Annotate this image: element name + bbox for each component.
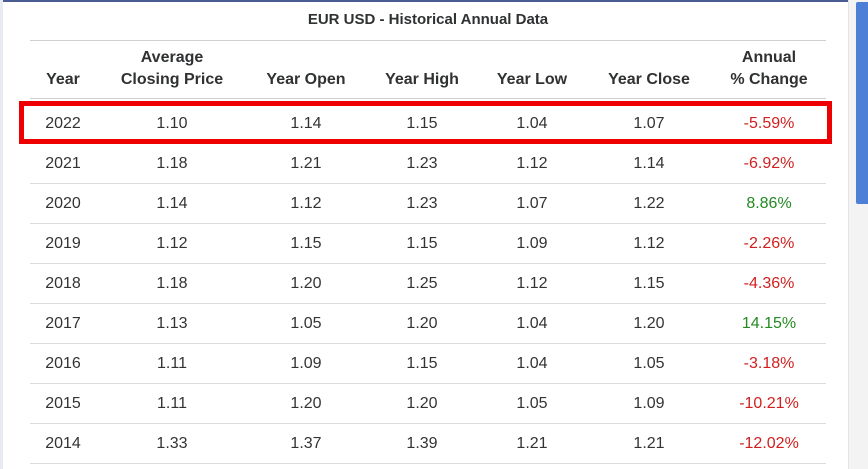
- table-header: Year Average Closing Price Year Open Yea…: [30, 41, 826, 99]
- cell-year-low: 1.05: [516, 395, 548, 412]
- table-row: 2018 1.18 1.20 1.25 1.12 1.15 -4.36%: [30, 264, 826, 304]
- cell-year-close: 1.21: [633, 435, 665, 452]
- col-header-year-high-label: Year High: [385, 71, 459, 88]
- cell-annual-change: 14.15%: [741, 315, 797, 332]
- table-row: 2017 1.13 1.05 1.20 1.04 1.20 14.15%: [30, 304, 826, 344]
- cell-year-open: 1.12: [290, 195, 322, 212]
- cell-year: 2019: [45, 235, 81, 252]
- col-header-year-low-label: Year Low: [496, 71, 568, 88]
- cell-year-close: 1.22: [633, 195, 665, 212]
- cell-year-open: 1.37: [290, 435, 322, 452]
- cell-year-low: 1.12: [516, 155, 548, 172]
- cell-year-high: 1.20: [406, 395, 438, 412]
- table-row: 2016 1.11 1.09 1.15 1.04 1.05 -3.18%: [30, 344, 826, 384]
- cell-year-low: 1.21: [516, 435, 548, 452]
- cell-year: 2020: [45, 195, 81, 212]
- cell-annual-change: 8.86%: [746, 195, 792, 212]
- cell-year-low: 1.04: [516, 115, 548, 132]
- top-border: [0, 0, 868, 2]
- table-row: 2014 1.33 1.37 1.39 1.21 1.21 -12.02%: [30, 424, 826, 464]
- col-header-average-line2: Closing Price: [120, 71, 224, 88]
- cell-year-low: 1.12: [516, 275, 548, 292]
- col-header-year-close-label: Year Close: [608, 71, 690, 88]
- cell-year-high: 1.15: [406, 235, 438, 252]
- col-header-year-high[interactable]: Year High: [370, 69, 474, 91]
- cell-year-close: 1.20: [633, 315, 665, 332]
- cell-annual-change: -10.21%: [739, 395, 799, 412]
- cell-year-high: 1.20: [406, 315, 438, 332]
- cell-average-closing-price: 1.11: [157, 395, 187, 412]
- cell-average-closing-price: 1.12: [156, 235, 188, 252]
- col-header-annual-line1: Annual: [741, 49, 797, 66]
- cell-year: 2021: [45, 155, 81, 172]
- cell-average-closing-price: 1.14: [156, 195, 188, 212]
- cell-year-open: 1.09: [290, 355, 322, 372]
- cell-average-closing-price: 1.10: [156, 115, 188, 132]
- cell-year-high: 1.23: [406, 195, 438, 212]
- left-edge: [0, 0, 3, 469]
- cell-year-low: 1.04: [516, 355, 548, 372]
- cell-average-closing-price: 1.33: [156, 435, 188, 452]
- cell-average-closing-price: 1.18: [156, 275, 188, 292]
- cell-year-high: 1.15: [406, 355, 438, 372]
- cell-year-high: 1.15: [406, 115, 438, 132]
- cell-year: 2017: [45, 315, 81, 332]
- cell-annual-change: -2.26%: [743, 235, 795, 252]
- col-header-year-open-label: Year Open: [266, 71, 346, 88]
- cell-year-high: 1.25: [406, 275, 438, 292]
- cell-annual-change: -12.02%: [739, 435, 799, 452]
- scrollbar-thumb[interactable]: [856, 2, 868, 204]
- cell-year-open: 1.20: [290, 395, 322, 412]
- cell-annual-change: -6.92%: [743, 155, 795, 172]
- cell-year-open: 1.05: [290, 315, 322, 332]
- cell-year-close: 1.07: [633, 115, 665, 132]
- cell-year-low: 1.04: [516, 315, 548, 332]
- col-header-average-line1: Average: [140, 49, 204, 66]
- cell-year: 2016: [45, 355, 81, 372]
- cell-year-high: 1.39: [406, 435, 438, 452]
- table-title: EUR USD - Historical Annual Data: [307, 11, 549, 28]
- cell-year-open: 1.14: [290, 115, 322, 132]
- col-header-year-label: Year: [46, 71, 80, 88]
- cell-annual-change: -4.36%: [743, 275, 795, 292]
- cell-year-low: 1.07: [516, 195, 548, 212]
- cell-year-close: 1.14: [633, 155, 665, 172]
- col-header-year-open[interactable]: Year Open: [242, 69, 370, 91]
- cell-year-low: 1.09: [516, 235, 548, 252]
- col-header-annual-change[interactable]: Annual % Change: [708, 47, 830, 91]
- col-header-average-closing-price[interactable]: Average Closing Price: [102, 47, 242, 91]
- cell-year: 2018: [45, 275, 81, 292]
- cell-year-open: 1.15: [290, 235, 322, 252]
- cell-year: 2015: [45, 395, 81, 412]
- cell-average-closing-price: 1.11: [157, 355, 187, 372]
- cell-year-open: 1.21: [290, 155, 322, 172]
- cell-year-close: 1.05: [633, 355, 665, 372]
- cell-annual-change: -3.18%: [743, 355, 795, 372]
- title-divider: [30, 40, 826, 41]
- cell-year-close: 1.09: [633, 395, 665, 412]
- cell-year: 2022: [45, 115, 81, 132]
- table-row: 2021 1.18 1.21 1.23 1.12 1.14 -6.92%: [30, 144, 826, 184]
- col-header-year[interactable]: Year: [30, 69, 96, 91]
- table-row: 2015 1.11 1.20 1.20 1.05 1.09 -10.21%: [30, 384, 826, 424]
- cell-year-high: 1.23: [406, 155, 438, 172]
- cell-year-close: 1.15: [633, 275, 665, 292]
- table-row: 2019 1.12 1.15 1.15 1.09 1.12 -2.26%: [30, 224, 826, 264]
- cell-annual-change: -5.59%: [743, 115, 795, 132]
- col-header-annual-line2: % Change: [730, 71, 808, 88]
- col-header-year-low[interactable]: Year Low: [474, 69, 590, 91]
- cell-year-open: 1.20: [290, 275, 322, 292]
- cell-average-closing-price: 1.18: [156, 155, 188, 172]
- cell-average-closing-price: 1.13: [156, 315, 188, 332]
- cell-year-close: 1.12: [633, 235, 665, 252]
- highlight-box-2022: [19, 101, 832, 144]
- cell-year: 2014: [45, 435, 81, 452]
- col-header-year-close[interactable]: Year Close: [590, 69, 708, 91]
- table-row: 2020 1.14 1.12 1.23 1.07 1.22 8.86%: [30, 184, 826, 224]
